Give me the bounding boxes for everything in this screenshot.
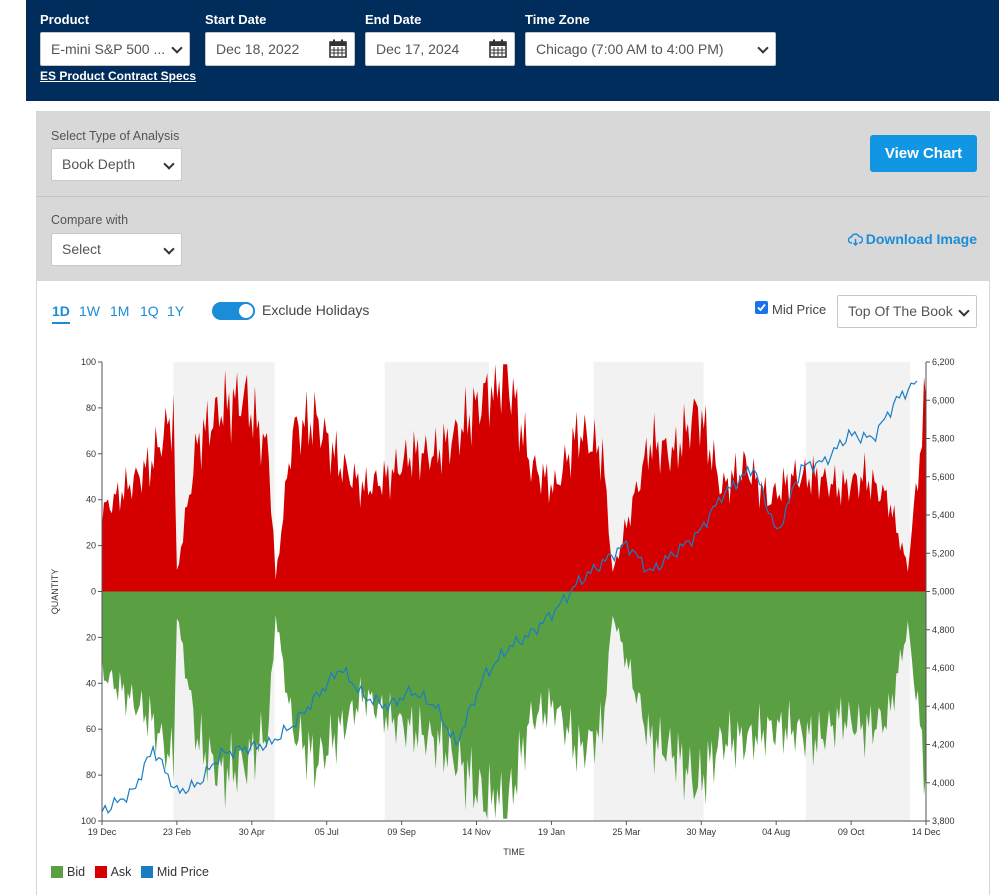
right-tick-label: 4,200	[932, 740, 955, 750]
left-tick-label: 80	[86, 770, 96, 780]
x-tick-label: 14 Nov	[462, 827, 491, 837]
legend-item-bid[interactable]: Bid	[51, 865, 85, 879]
x-tick-label: 09 Oct	[838, 827, 865, 837]
x-tick-label: 09 Sep	[387, 827, 416, 837]
calendar-icon[interactable]	[329, 39, 347, 58]
end-date-value: Dec 17, 2024	[376, 41, 460, 57]
left-tick-label: 100	[81, 816, 96, 826]
legend-label-mid: Mid Price	[156, 865, 209, 879]
right-tick-label: 5,400	[932, 510, 955, 520]
product-select[interactable]: E-mini S&P 500 ...	[40, 32, 190, 66]
right-tick-label: 4,400	[932, 701, 955, 711]
start-date-input[interactable]: Dec 18, 2022	[205, 32, 355, 66]
start-date-value: Dec 18, 2022	[216, 41, 300, 57]
left-axis-title: QUANTITY	[50, 569, 60, 615]
x-tick-label: 25 Mar	[612, 827, 640, 837]
right-tick-label: 3,800	[932, 816, 955, 826]
time-zone-label: Time Zone	[525, 12, 590, 27]
x-tick-label: 19 Dec	[88, 827, 117, 837]
tab-1q[interactable]: 1Q	[140, 303, 159, 319]
mid-price-checkbox[interactable]	[755, 301, 768, 314]
left-tick-label: 60	[86, 724, 96, 734]
analysis-type-select[interactable]: Book Depth	[51, 148, 182, 181]
analysis-type-label: Select Type of Analysis	[51, 129, 180, 143]
book-depth-chart: 100 80 60 40 20 0 20 40 60 80 100 6,200 6,000 5,800 5,…	[50, 357, 955, 857]
chevron-down-icon	[958, 305, 970, 317]
compare-select[interactable]: Select	[51, 233, 182, 266]
legend-swatch-bid	[51, 866, 63, 878]
x-tick-label: 04 Aug	[762, 827, 790, 837]
x-tick-label: 30 May	[687, 827, 717, 837]
analysis-type-section: Select Type of Analysis Book Depth View …	[37, 112, 989, 196]
x-tick-label: 05 Jul	[315, 827, 339, 837]
filter-bar: Product E-mini S&P 500 ... Start Date De…	[26, 0, 999, 101]
product-label: Product	[40, 12, 90, 27]
end-date-label: End Date	[365, 12, 422, 27]
chevron-down-icon	[171, 42, 183, 54]
mid-price-line	[101, 380, 918, 815]
x-axis-title: TIME	[503, 847, 525, 857]
compare-value: Select	[62, 241, 101, 257]
left-tick-label: 40	[86, 678, 96, 688]
right-tick-label: 5,200	[932, 548, 955, 558]
tab-1y[interactable]: 1Y	[167, 303, 185, 319]
left-tick-label: 80	[86, 403, 96, 413]
right-tick-label: 4,000	[932, 778, 955, 788]
right-tick-label: 6,000	[932, 395, 955, 405]
x-tick-label: 19 Jan	[538, 827, 565, 837]
legend-swatch-ask	[94, 866, 107, 878]
download-image-link[interactable]: Download Image	[847, 231, 977, 247]
mid-price-label: Mid Price	[772, 302, 827, 317]
legend-item-mid[interactable]: Mid Price	[140, 865, 209, 879]
legend-label-ask: Ask	[110, 865, 132, 879]
chevron-down-icon	[757, 42, 769, 54]
x-tick-label: 23 Feb	[163, 827, 191, 837]
end-date-input[interactable]: Dec 17, 2024	[365, 32, 515, 66]
check-icon	[757, 303, 766, 312]
right-tick-label: 4,800	[932, 625, 955, 635]
legend-label-bid: Bid	[67, 865, 86, 879]
left-tick-label: 40	[86, 495, 96, 505]
chevron-down-icon	[163, 243, 175, 255]
right-tick-label: 5,800	[932, 434, 955, 444]
right-tick-label: 4,600	[932, 663, 955, 673]
bid-area	[102, 591, 926, 819]
compare-label: Compare with	[51, 213, 129, 227]
tab-1d[interactable]: 1D	[52, 303, 70, 324]
exclude-holidays-toggle[interactable]	[212, 302, 255, 320]
time-zone-select[interactable]: Chicago (7:00 AM to 4:00 PM)	[525, 32, 776, 66]
chevron-down-icon	[163, 158, 175, 170]
book-level-value: Top Of The Book	[848, 303, 953, 319]
left-tick-label: 0	[91, 587, 96, 597]
left-tick-label: 20	[86, 541, 96, 551]
left-tick-label: 100	[81, 357, 96, 367]
left-tick-label: 60	[86, 449, 96, 459]
product-value: E-mini S&P 500 ...	[51, 41, 166, 57]
right-tick-label: 5,000	[932, 587, 955, 597]
x-tick-label: 30 Apr	[239, 827, 265, 837]
compare-section: Compare with Select Download Image	[37, 196, 989, 281]
tab-1m[interactable]: 1M	[110, 303, 130, 319]
time-zone-value: Chicago (7:00 AM to 4:00 PM)	[536, 41, 724, 57]
start-date-label: Start Date	[205, 12, 267, 27]
right-tick-label: 6,200	[932, 357, 955, 367]
exclude-holidays-label: Exclude Holidays	[262, 302, 370, 318]
legend-item-ask[interactable]: Ask	[94, 865, 132, 879]
book-level-select[interactable]: Top Of The Book	[837, 295, 977, 328]
chart-legend: Bid Ask Mid Price	[51, 865, 215, 879]
cloud-download-icon	[847, 233, 863, 246]
view-chart-button[interactable]: View Chart	[870, 135, 977, 172]
calendar-icon[interactable]	[489, 39, 507, 58]
contract-specs-link[interactable]: ES Product Contract Specs	[40, 69, 197, 83]
right-tick-label: 5,600	[932, 472, 955, 482]
x-tick-label: 14 Dec	[912, 827, 941, 837]
left-tick-label: 20	[86, 632, 96, 642]
analysis-type-value: Book Depth	[62, 156, 136, 172]
toggle-knob	[239, 304, 253, 318]
tab-1w[interactable]: 1W	[79, 303, 100, 319]
ask-area	[102, 364, 926, 592]
download-image-label: Download Image	[865, 231, 977, 247]
legend-swatch-mid	[140, 866, 153, 878]
